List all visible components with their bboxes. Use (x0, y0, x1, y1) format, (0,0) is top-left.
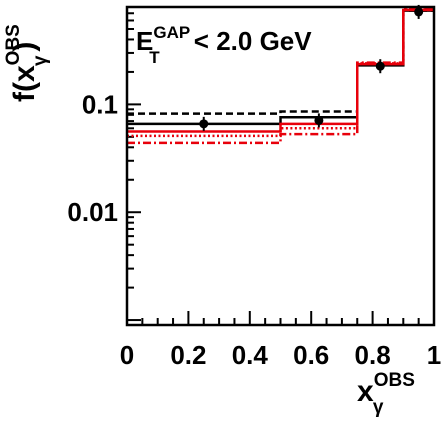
x-tick-label: 0.6 (293, 340, 329, 370)
y-tick-labels: 0.01 0.1 (67, 89, 118, 227)
annotation-sub: T (149, 48, 160, 67)
x-axis-label: xOBS γ (357, 370, 415, 418)
data-point (199, 119, 209, 129)
y-axis-label-suffix: ) (8, 42, 41, 52)
data-point (375, 61, 385, 71)
x-tick-labels: 0 0.2 0.4 0.6 0.8 1 (120, 340, 441, 370)
y-tick-label: 0.1 (82, 89, 118, 119)
histogram-line (127, 7, 434, 145)
plot-frame (125, 5, 436, 327)
annotation-label: EGAP T < 2.0 GeV (136, 23, 312, 67)
x-axis-label-sub: γ (373, 397, 384, 418)
data-point (314, 115, 324, 125)
data-point (414, 7, 424, 17)
x-tick-label: 0.4 (232, 340, 269, 370)
x-axis-label-sup: OBS (374, 370, 415, 391)
x-tick-label: 0.8 (355, 340, 391, 370)
x-tick-label: 1 (427, 340, 441, 370)
histogram-series (127, 7, 434, 145)
y-axis-label-sup: OBS (3, 24, 24, 65)
x-tick-label: 0 (120, 340, 134, 370)
y-tick-label: 0.01 (67, 197, 118, 227)
annotation-rest: < 2.0 GeV (187, 26, 313, 56)
data-points (199, 4, 424, 131)
y-axis-label: f(xOBS γ) (3, 24, 51, 102)
x-tick-label: 0.2 (170, 340, 206, 370)
annotation-sup: GAP (153, 23, 190, 42)
y-axis-label-sub: γ (30, 55, 51, 66)
